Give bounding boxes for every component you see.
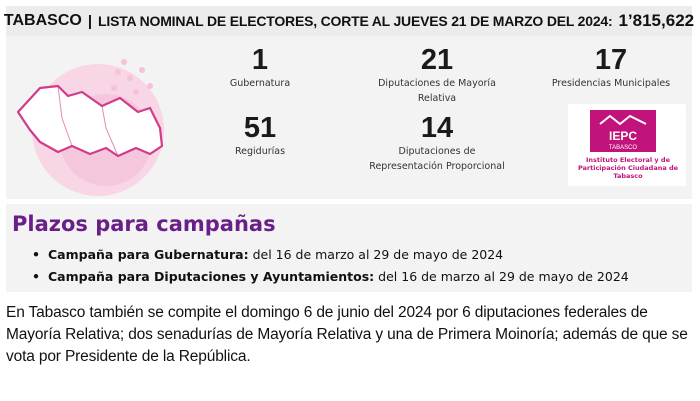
header-label: LISTA NOMINAL DE ELECTORES, CORTE AL JUE… [98, 13, 613, 29]
logo-sub: TABASCO [609, 145, 638, 151]
iepc-logo-mark: IEPC TABASCO [590, 110, 656, 152]
state-name: TABASCO [3, 12, 82, 29]
header-bar: TABASCO | LISTA NOMINAL DE ELECTORES, CO… [3, 6, 695, 36]
stat-number: 1 [251, 44, 269, 76]
logo-acronym: IEPC [609, 129, 637, 143]
list-item: • Campaña para Diputaciones y Ayuntamient… [32, 269, 629, 284]
info-panel: 1 Gubernatura 21 Diputaciones de Mayoría… [6, 36, 692, 199]
item-label: Campaña para Gubernatura: [48, 247, 249, 262]
stat-caption: Diputaciones de Representación Proporcio… [369, 146, 505, 172]
plazos-list: • Campaña para Gubernatura: del 16 de mar… [32, 244, 629, 288]
stat-diputaciones-rp: 14 Diputaciones de Representación Propor… [362, 112, 512, 174]
header-separator: | [87, 12, 93, 30]
stat-number: 51 [243, 112, 277, 144]
stat-regidurias: 51 Regidurías [210, 112, 310, 159]
list-item: • Campaña para Gubernatura: del 16 de mar… [32, 247, 504, 262]
iepc-logo: IEPC TABASCO Instituto Electoral y de Pa… [568, 104, 686, 186]
stat-diputaciones-mr: 21 Diputaciones de Mayoría Relativa [366, 44, 508, 106]
item-value: del 16 de marzo al 29 de mayo de 2024 [378, 269, 629, 284]
stat-caption: Diputaciones de Mayoría Relativa [378, 78, 496, 104]
building-icon: IEPC TABASCO [599, 114, 647, 151]
stat-gubernatura: 1 Gubernatura [210, 44, 310, 91]
stat-caption: Regidurías [234, 146, 286, 157]
tabasco-map-graphic [16, 59, 164, 196]
plazos-title: Plazos para campañas [12, 212, 276, 236]
stat-presidencias: 17 Presidencias Municipales [536, 44, 686, 91]
logo-caption: Instituto Electoral y de Participación C… [577, 156, 679, 180]
item-label: Campaña para Diputaciones y Ayuntamiento… [48, 269, 375, 284]
stat-number: 21 [420, 44, 454, 76]
plazos-panel: Plazos para campañas • Campaña para Guber… [6, 204, 692, 292]
stat-caption: Gubernatura [229, 78, 291, 89]
stat-number: 14 [420, 112, 454, 144]
stat-caption: Presidencias Municipales [551, 78, 671, 89]
tabasco-map [10, 48, 176, 198]
item-value: del 16 de marzo al 29 de mayo de 2024 [252, 247, 504, 262]
note-paragraph: En Tabasco también se compite el domingo… [6, 304, 688, 365]
stat-number: 17 [594, 44, 628, 76]
voter-total: 1’815,622 [618, 11, 695, 30]
